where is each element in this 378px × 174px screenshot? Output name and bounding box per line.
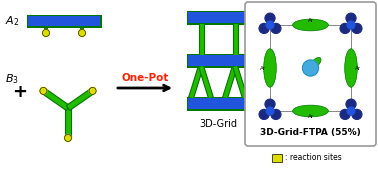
Circle shape — [89, 87, 96, 94]
Ellipse shape — [293, 105, 328, 117]
Text: : reaction sites: : reaction sites — [285, 153, 342, 163]
Bar — [188, 12, 248, 23]
Circle shape — [340, 109, 350, 119]
Circle shape — [79, 30, 85, 37]
FancyBboxPatch shape — [245, 2, 376, 146]
Bar — [28, 16, 100, 26]
Text: +: + — [12, 83, 28, 101]
Bar — [188, 55, 248, 66]
Circle shape — [259, 109, 269, 119]
Bar — [188, 98, 248, 109]
Circle shape — [266, 21, 274, 29]
Polygon shape — [189, 65, 203, 99]
Text: $A_2$: $A_2$ — [5, 14, 19, 28]
Text: Ar: Ar — [307, 113, 313, 118]
Circle shape — [265, 99, 275, 109]
Circle shape — [302, 60, 319, 76]
Text: Ar: Ar — [355, 65, 361, 70]
Circle shape — [271, 109, 281, 119]
Bar — [26, 14, 102, 27]
Circle shape — [347, 21, 355, 29]
Polygon shape — [198, 23, 203, 55]
Circle shape — [271, 23, 281, 33]
Bar — [80, 26, 84, 33]
Text: $B_3$: $B_3$ — [5, 72, 19, 86]
Ellipse shape — [293, 19, 328, 31]
Bar — [186, 97, 249, 110]
Polygon shape — [42, 88, 70, 110]
Polygon shape — [66, 88, 94, 110]
Circle shape — [352, 23, 362, 33]
Bar — [272, 154, 282, 162]
Bar — [186, 53, 249, 68]
Circle shape — [346, 99, 356, 109]
Polygon shape — [65, 108, 71, 138]
Circle shape — [340, 23, 350, 33]
Circle shape — [266, 107, 274, 115]
Circle shape — [40, 87, 47, 94]
Circle shape — [347, 107, 355, 115]
Circle shape — [265, 13, 275, 23]
Polygon shape — [232, 65, 247, 99]
Circle shape — [42, 30, 50, 37]
Circle shape — [352, 109, 362, 119]
Text: 3D-Grid-FTPA (55%): 3D-Grid-FTPA (55%) — [260, 129, 361, 137]
Ellipse shape — [345, 49, 357, 87]
Circle shape — [65, 135, 71, 141]
Text: One-Pot: One-Pot — [121, 73, 169, 83]
Circle shape — [346, 13, 356, 23]
Text: Ar: Ar — [307, 18, 313, 22]
Polygon shape — [232, 23, 237, 55]
Circle shape — [259, 23, 269, 33]
Text: Ar: Ar — [260, 65, 266, 70]
Polygon shape — [198, 65, 214, 99]
Bar — [44, 26, 48, 33]
Ellipse shape — [310, 57, 321, 69]
Ellipse shape — [264, 49, 276, 87]
Text: 3D-Grid: 3D-Grid — [199, 119, 237, 129]
Bar — [186, 10, 249, 25]
Polygon shape — [223, 65, 237, 99]
